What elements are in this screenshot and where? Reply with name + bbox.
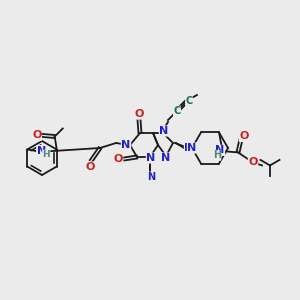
Text: O: O: [85, 162, 95, 172]
Text: N: N: [215, 146, 225, 155]
Text: O: O: [134, 109, 144, 119]
Text: N: N: [146, 172, 154, 182]
Text: H: H: [213, 150, 221, 161]
Text: N: N: [147, 172, 155, 182]
Text: C: C: [185, 96, 193, 106]
Text: N: N: [37, 146, 46, 155]
Text: N: N: [146, 153, 156, 163]
Text: N: N: [188, 143, 196, 153]
Text: O: O: [32, 130, 41, 140]
Text: N: N: [159, 126, 169, 136]
Text: C: C: [173, 106, 181, 116]
Text: H: H: [43, 150, 50, 159]
Text: O: O: [239, 131, 249, 141]
Text: O: O: [248, 158, 258, 167]
Text: N: N: [122, 140, 130, 150]
Text: N: N: [184, 143, 194, 153]
Text: O: O: [113, 154, 123, 164]
Text: N: N: [161, 153, 171, 163]
